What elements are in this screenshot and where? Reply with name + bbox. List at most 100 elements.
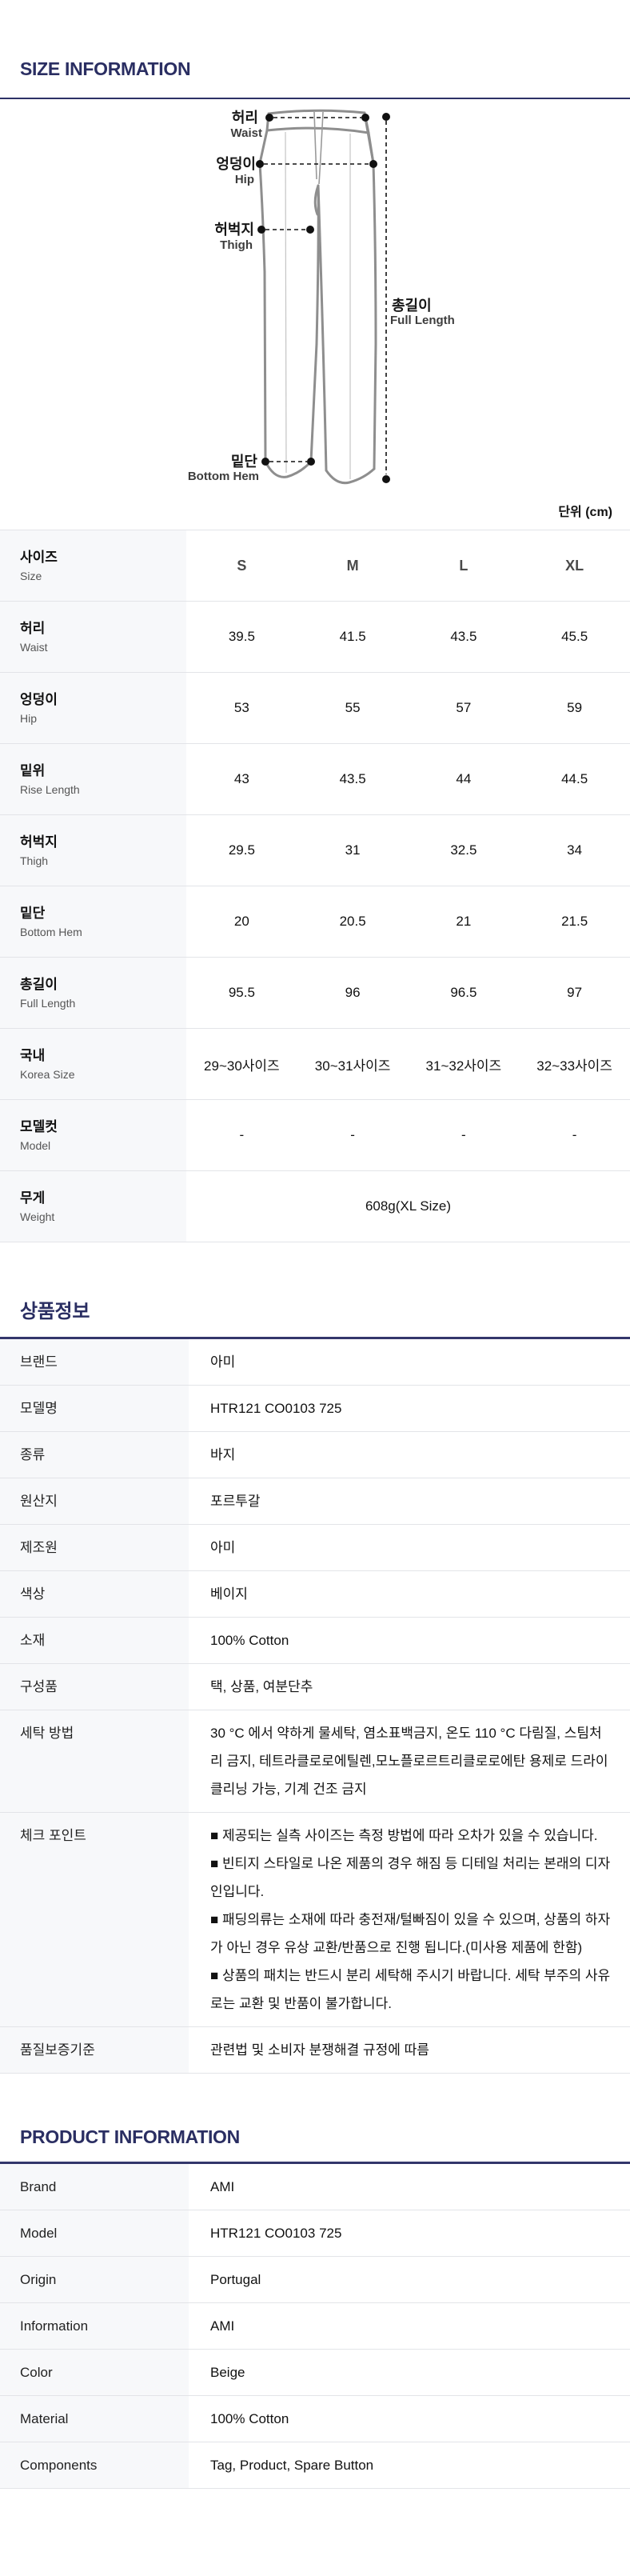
size-row-label-ko: 밑위	[20, 763, 46, 778]
info-label-cell: 브랜드	[0, 1339, 189, 1386]
info-row: 소재 100% Cotton	[0, 1617, 630, 1664]
info-value-cell: 100% Cotton	[189, 1617, 630, 1664]
info-row: 세탁 방법 30 °C 에서 약하게 물세탁, 염소표백금지, 온도 110 °C…	[0, 1710, 630, 1813]
size-table-row: 허벅지 Thigh 29.5 31 32.5 34	[0, 814, 630, 886]
size-information-title: SIZE INFORMATION	[20, 58, 191, 79]
measurement-dashed-lines	[264, 117, 387, 474]
product-info-kr-table: 브랜드 아미 모델명 HTR121 CO0103 725 종류 바지 원산지 포르투갈 제조원 아…	[0, 1339, 630, 2074]
size-row-label-cell: 국내 Korea Size	[0, 1028, 186, 1100]
size-value-cell: 39.5	[186, 601, 297, 673]
size-table-row: 엉덩이 Hip 53 55 57 59	[0, 672, 630, 744]
info-label-cell: 원산지	[0, 1478, 189, 1525]
size-value-cell: 21	[408, 886, 520, 958]
info-label-cell: 소재	[0, 1617, 189, 1664]
size-row-label-cell: 모델컷 Model	[0, 1099, 186, 1171]
info-row: 브랜드 아미	[0, 1339, 630, 1386]
size-value-cell: 59	[519, 672, 630, 744]
bottom-spacer	[0, 2489, 630, 2544]
size-value-cell: 29~30사이즈	[186, 1028, 297, 1100]
size-value-cell: 45.5	[519, 601, 630, 673]
size-row-label-ko: 총길이	[20, 977, 58, 992]
size-row-label-en: Rise Length	[20, 783, 80, 796]
size-table-row: 밑단 Bottom Hem 20 20.5 21 21.5	[0, 886, 630, 958]
size-column-header: XL	[565, 557, 584, 574]
info-value-cell: 베이지	[189, 1570, 630, 1618]
size-row-label-cell: 엉덩이 Hip	[0, 672, 186, 744]
size-value-cell: -	[519, 1099, 630, 1171]
info-row: Origin Portugal	[0, 2256, 630, 2303]
size-table-row: 총길이 Full Length 95.5 96 96.5 97	[0, 957, 630, 1029]
info-label-cell: Color	[0, 2349, 189, 2396]
info-row: Brand AMI	[0, 2164, 630, 2210]
size-value-cell: 31	[297, 814, 409, 886]
size-table-row: 국내 Korea Size 29~30사이즈 30~31사이즈 31~32사이즈 32~3…	[0, 1028, 630, 1100]
size-value-cell: 34	[519, 814, 630, 886]
thigh-label-ko: 허벅지	[214, 222, 254, 238]
info-value-cell: 포르투갈	[189, 1478, 630, 1525]
size-value-cell: 43.5	[408, 601, 520, 673]
size-row-label-en: Model	[20, 1139, 51, 1152]
size-row-label-ko: 무게	[20, 1190, 46, 1206]
info-label-cell: 구성품	[0, 1663, 189, 1710]
waist-label-ko: 허리	[232, 110, 258, 126]
size-column-header: S	[237, 557, 247, 574]
info-row: 체크 포인트 ■ 제공되는 실측 사이즈는 측정 방법에 따라 오차가 있을 수 …	[0, 1812, 630, 2027]
size-table-row: 밑위 Rise Length 43 43.5 44 44.5	[0, 743, 630, 815]
size-value-cell: 53	[186, 672, 297, 744]
size-value-cell: 44.5	[519, 743, 630, 815]
size-table: 사이즈 Size S M L XL 허리 Waist 39.5 41.5 43.5 45.5 엉덩이 Hi…	[0, 530, 630, 1242]
info-value-line: ■ 상품의 패치는 반드시 분리 세탁해 주시기 바랍니다. 세탁 부주의 사유…	[210, 1968, 611, 2011]
info-value-cell: 100% Cotton	[189, 2395, 630, 2442]
bottom-hem-label-en: Bottom Hem	[188, 470, 259, 483]
size-value-cell: 20.5	[297, 886, 409, 958]
info-label-cell: 모델명	[0, 1385, 189, 1432]
pants-outline	[258, 109, 377, 485]
size-value-cell: 32.5	[408, 814, 520, 886]
size-value-cell: 57	[408, 672, 520, 744]
product-info-kr-divider	[0, 1337, 630, 1339]
info-label-cell: 종류	[0, 1431, 189, 1478]
info-row: 품질보증기준 관련법 및 소비자 분쟁해결 규정에 따름	[0, 2026, 630, 2074]
size-row-label-ko: 허벅지	[20, 834, 58, 850]
info-row: 종류 바지	[0, 1431, 630, 1478]
info-row: 모델명 HTR121 CO0103 725	[0, 1385, 630, 1432]
info-value-cell: 관련법 및 소비자 분쟁해결 규정에 따름	[189, 2026, 630, 2074]
size-value-cell: -	[408, 1099, 520, 1171]
size-value-cell: 32~33사이즈	[519, 1028, 630, 1100]
size-value-cell: 21.5	[519, 886, 630, 958]
info-value-cell: Tag, Product, Spare Button	[189, 2442, 630, 2489]
hip-label-ko: 엉덩이	[216, 156, 256, 172]
size-header-label-ko: 사이즈	[20, 550, 58, 565]
info-value-cell: HTR121 CO0103 725	[189, 1385, 630, 1432]
info-label-cell: 제조원	[0, 1524, 189, 1571]
info-value-cell: 30 °C 에서 약하게 물세탁, 염소표백금지, 온도 110 °C 다림질,…	[189, 1710, 630, 1813]
info-row: Information AMI	[0, 2302, 630, 2350]
product-info-en-divider	[0, 2162, 630, 2164]
info-label-cell: Components	[0, 2442, 189, 2489]
size-row-label-en: Weight	[20, 1210, 55, 1223]
info-value-cell: 택, 상품, 여분단추	[189, 1663, 630, 1710]
size-value-cell: 96	[297, 957, 409, 1029]
size-header-label-cell: 사이즈 Size	[0, 530, 186, 602]
size-value-cell: 44	[408, 743, 520, 815]
info-value-cell: Portugal	[189, 2256, 630, 2303]
size-row-label-ko: 허리	[20, 621, 46, 636]
info-row: 제조원 아미	[0, 1524, 630, 1571]
info-value-line: ■ 제공되는 실측 사이즈는 측정 방법에 따라 오차가 있을 수 있습니다.	[210, 1828, 598, 1843]
info-value-cell: AMI	[189, 2164, 630, 2210]
info-value-line: ■ 패딩의류는 소재에 따라 충전재/털빠짐이 있을 수 있으며, 상품의 하자…	[210, 1912, 611, 1955]
size-value-cell: 97	[519, 957, 630, 1029]
info-row: Color Beige	[0, 2349, 630, 2396]
size-value-cell: 20	[186, 886, 297, 958]
info-label-cell: Brand	[0, 2164, 189, 2210]
product-info-kr-body: 브랜드 아미 모델명 HTR121 CO0103 725 종류 바지 원산지 포르투갈 제조원 아…	[0, 1339, 630, 2074]
size-value-cell: 41.5	[297, 601, 409, 673]
info-label-cell: Material	[0, 2395, 189, 2442]
pants-measurement-diagram: 허리 Waist 엉덩이 Hip 허벅지 Thigh 총길이 Full Leng…	[0, 99, 630, 503]
size-row-label-cell: 밑위 Rise Length	[0, 743, 186, 815]
pants-diagram-svg: 허리 Waist 엉덩이 Hip 허벅지 Thigh 총길이 Full Leng…	[188, 109, 455, 485]
size-value-cell: 43	[186, 743, 297, 815]
size-table-header-row: 사이즈 Size S M L XL	[0, 530, 630, 602]
size-row-label-ko: 모델컷	[20, 1119, 58, 1134]
